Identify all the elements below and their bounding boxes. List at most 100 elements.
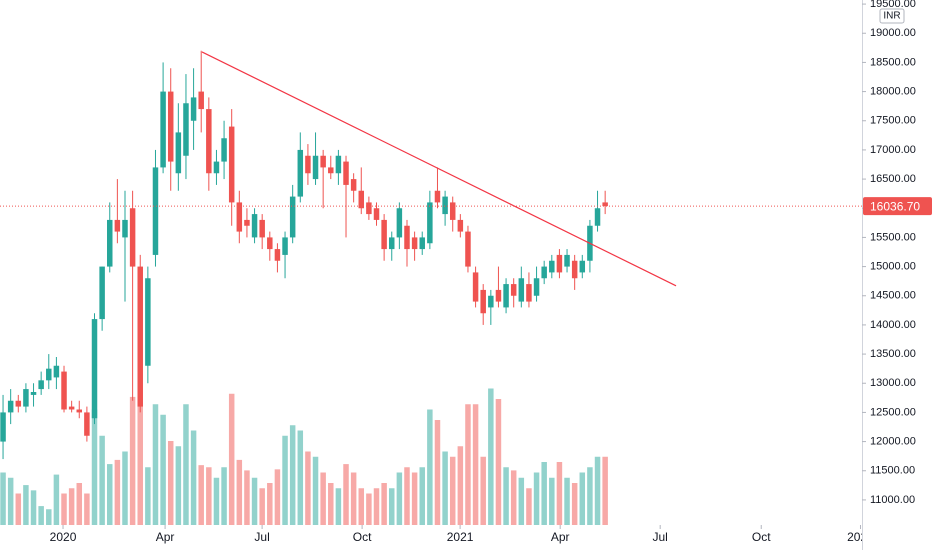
- volume-bar: [396, 472, 403, 525]
- last-price-label: 16036.70: [870, 199, 920, 213]
- y-tick-label: 15500.00: [870, 231, 916, 243]
- x-tick-label: 2020: [50, 530, 77, 544]
- volume-bar: [175, 446, 182, 525]
- candle-body: [15, 400, 22, 407]
- volume-bar: [114, 459, 121, 525]
- candle-body: [84, 412, 90, 436]
- volume-bar: [190, 430, 197, 525]
- volume-bar: [38, 506, 44, 525]
- candle-body: [68, 406, 75, 410]
- volume-bar: [366, 493, 372, 525]
- volume-bar: [381, 483, 387, 525]
- candle-body: [23, 389, 29, 407]
- volume-bar: [267, 483, 273, 525]
- volume-bar: [602, 456, 608, 525]
- volume-bar: [236, 459, 243, 525]
- candle-body: [312, 155, 319, 180]
- x-tick-label: Oct: [752, 530, 771, 544]
- volume-bar: [53, 474, 60, 525]
- candle-body: [488, 295, 494, 308]
- volume-bar: [160, 414, 166, 525]
- candle-body: [190, 97, 197, 121]
- volume-bar: [145, 467, 151, 525]
- volume-bar: [358, 488, 365, 525]
- volume-bar: [76, 483, 83, 525]
- candle-body: [122, 219, 128, 238]
- volume-bar: [411, 472, 418, 525]
- candle-body: [419, 237, 425, 250]
- x-tick-label: Jul: [653, 530, 668, 544]
- candle-body: [244, 219, 250, 226]
- volume-bar: [99, 435, 105, 525]
- candle-body: [61, 371, 67, 410]
- volume-bar: [183, 404, 189, 525]
- candle-body: [305, 155, 311, 174]
- volume-bar: [480, 456, 486, 525]
- candle-body: [267, 237, 273, 250]
- candle-body: [152, 167, 159, 255]
- candle-body: [198, 91, 204, 110]
- volume-bar: [587, 467, 593, 525]
- candle-body: [465, 231, 471, 267]
- y-tick-label: 16500.00: [870, 173, 916, 185]
- volume-bar: [0, 472, 6, 525]
- candle-body: [373, 208, 380, 220]
- y-tick-label: 18500.00: [870, 56, 916, 68]
- candle-body: [579, 260, 586, 273]
- x-tick-label: Jul: [254, 530, 269, 544]
- y-tick-label: 12500.00: [870, 406, 916, 418]
- volume-bar: [107, 464, 113, 525]
- candle-body: [472, 272, 479, 302]
- volume-bar: [61, 493, 67, 525]
- candle-body: [571, 260, 578, 279]
- candle-body: [99, 266, 105, 320]
- volume-bar: [7, 477, 14, 525]
- y-tick-label: 19000.00: [870, 27, 916, 39]
- volume-bar: [129, 396, 136, 525]
- candle-body: [289, 196, 296, 238]
- volume-bar: [457, 446, 464, 525]
- volume-bar: [221, 467, 227, 525]
- candle-body: [381, 219, 387, 250]
- volume-bar: [23, 485, 29, 525]
- candle-body: [53, 365, 60, 378]
- volume-bar: [472, 404, 479, 525]
- volume-bar: [137, 399, 143, 525]
- y-tick-label: 17500.00: [870, 115, 916, 127]
- candle-body: [175, 132, 182, 174]
- volume-bar: [404, 467, 410, 525]
- volume-bar: [84, 493, 90, 525]
- y-tick-label: 18000.00: [870, 85, 916, 97]
- volume-bar: [228, 393, 235, 525]
- candle-body: [145, 278, 151, 366]
- volume-bar: [152, 404, 159, 525]
- volume-bar: [198, 465, 204, 525]
- volume-bar: [206, 467, 212, 525]
- volume-bar: [167, 441, 174, 525]
- x-tick-label: Apr: [156, 530, 175, 544]
- volume-bar: [579, 472, 586, 525]
- volume-bar: [419, 467, 425, 525]
- candle-body: [503, 284, 509, 308]
- candle-body: [518, 278, 525, 302]
- candle-body: [564, 254, 570, 267]
- candle-body: [510, 284, 517, 296]
- candle-body: [549, 260, 555, 273]
- volume-bar: [526, 488, 532, 525]
- candle-body: [282, 237, 288, 255]
- y-tick-label: 11500.00: [870, 465, 915, 477]
- y-tick-label: 12000.00: [870, 435, 916, 447]
- volume-bar: [442, 451, 448, 525]
- candle-body: [449, 202, 456, 220]
- y-tick-label: 17000.00: [870, 144, 916, 156]
- y-tick-label: 14500.00: [870, 290, 916, 302]
- candle-body: [404, 225, 410, 250]
- volume-bar: [320, 472, 326, 525]
- candle-body: [160, 91, 166, 168]
- volume-bar: [556, 462, 563, 525]
- candle-body: [526, 284, 532, 302]
- candle-body: [343, 161, 349, 185]
- volume-bar: [541, 462, 547, 525]
- candle-body: [358, 190, 365, 209]
